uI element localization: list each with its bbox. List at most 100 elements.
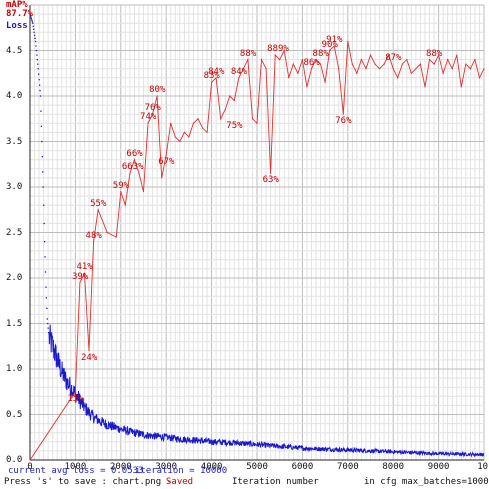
map-data-label: 88% — [426, 48, 443, 59]
map-data-label: 84% — [208, 66, 225, 77]
map-point — [383, 63, 385, 65]
map-point — [329, 49, 331, 52]
map-point — [220, 118, 222, 120]
map-data-label: 74% — [140, 112, 157, 123]
save-hint: Press 's' to save : chart.png - — [4, 477, 172, 487]
map-point — [347, 40, 349, 43]
x-tick-label: 9000 — [427, 462, 450, 472]
loss-point — [43, 204, 45, 206]
map-point — [338, 68, 340, 70]
loss-point — [30, 18, 33, 20]
map-point — [265, 68, 267, 70]
map-legend-label: mAP% — [6, 0, 28, 10]
map-point — [165, 154, 167, 156]
map-point — [442, 72, 444, 74]
map-point — [224, 109, 226, 111]
loss-point — [31, 19, 33, 21]
map-data-label: 889% — [267, 44, 289, 55]
loss-point — [34, 40, 37, 43]
map-point — [151, 113, 154, 115]
x-tick-label: 4000 — [200, 462, 223, 472]
map-point — [456, 54, 458, 56]
x-tick-label: 2000 — [110, 462, 132, 472]
iteration-text: iteration = 10000 — [135, 466, 228, 476]
loss-point — [46, 318, 48, 320]
map-point — [29, 459, 31, 461]
map-point — [170, 122, 172, 124]
y-tick-label: 1.5 — [6, 318, 23, 329]
loss-series — [29, 13, 485, 458]
map-point — [415, 68, 417, 70]
map-point — [474, 59, 476, 61]
map-point — [201, 127, 204, 129]
loss-point — [32, 22, 34, 24]
map-data-label: 91% — [326, 34, 343, 45]
loss-point — [47, 322, 49, 325]
loss-point — [29, 15, 32, 17]
map-data-label: 41% — [76, 262, 93, 273]
map-point — [310, 68, 313, 70]
map-point — [297, 72, 299, 74]
map-data-label: 86% — [303, 57, 320, 68]
grid — [29, 4, 485, 461]
loss-point — [46, 307, 48, 310]
map-point — [247, 59, 249, 61]
y-tick-label: 4.0 — [6, 91, 23, 101]
map-point — [351, 63, 353, 65]
loss-point — [44, 271, 47, 273]
map-data-label: 66% — [126, 148, 143, 159]
map-point — [120, 190, 122, 193]
map-point — [483, 68, 485, 70]
map-point — [460, 86, 462, 88]
loss-point — [40, 125, 43, 128]
map-point — [260, 59, 263, 61]
map-point — [451, 68, 453, 70]
map-point — [465, 63, 467, 65]
x-tick-label: 5000 — [246, 462, 268, 472]
loss-point — [32, 25, 34, 27]
loss-point — [38, 73, 40, 75]
map-point — [438, 54, 440, 56]
map-data-label: 59% — [112, 180, 130, 191]
map-point — [215, 77, 217, 79]
map-point — [147, 122, 149, 124]
map-point — [315, 59, 317, 61]
map-data-label: 76% — [144, 103, 161, 114]
y-tick-label: 0.5 — [6, 409, 23, 420]
map-point — [138, 172, 140, 174]
map-point — [374, 63, 376, 65]
map-point — [83, 272, 86, 275]
x-tick-label: 8000 — [382, 462, 405, 472]
loss-point — [44, 256, 46, 258]
map-point — [174, 136, 176, 138]
map-point — [179, 140, 181, 143]
loss-point — [35, 49, 38, 52]
map-point — [197, 118, 199, 120]
map-data-label: 83% — [203, 71, 220, 82]
map-point — [324, 81, 326, 83]
saved-status: Saved — [166, 477, 194, 487]
map-point — [256, 122, 258, 124]
map-data-label: 88% — [239, 48, 257, 59]
map-point — [106, 231, 108, 234]
map-point — [242, 68, 244, 70]
loss-point — [33, 28, 35, 30]
map-point — [319, 63, 322, 65]
map-data-label: 24% — [81, 352, 98, 363]
axes — [29, 5, 484, 461]
loss-point — [39, 95, 42, 97]
map-data-label: 55% — [90, 198, 107, 209]
loss-point — [38, 84, 41, 86]
map-point — [115, 236, 117, 238]
loss-point — [33, 34, 36, 37]
map-point — [388, 54, 390, 56]
loss-legend-label: Loss — [6, 21, 28, 31]
map-point — [233, 99, 235, 102]
loss-point — [45, 286, 47, 288]
loss-point — [45, 297, 48, 299]
map-point — [478, 77, 481, 79]
loss-point — [41, 156, 43, 158]
map-data-label: 88% — [312, 48, 329, 59]
map-point — [129, 172, 131, 174]
